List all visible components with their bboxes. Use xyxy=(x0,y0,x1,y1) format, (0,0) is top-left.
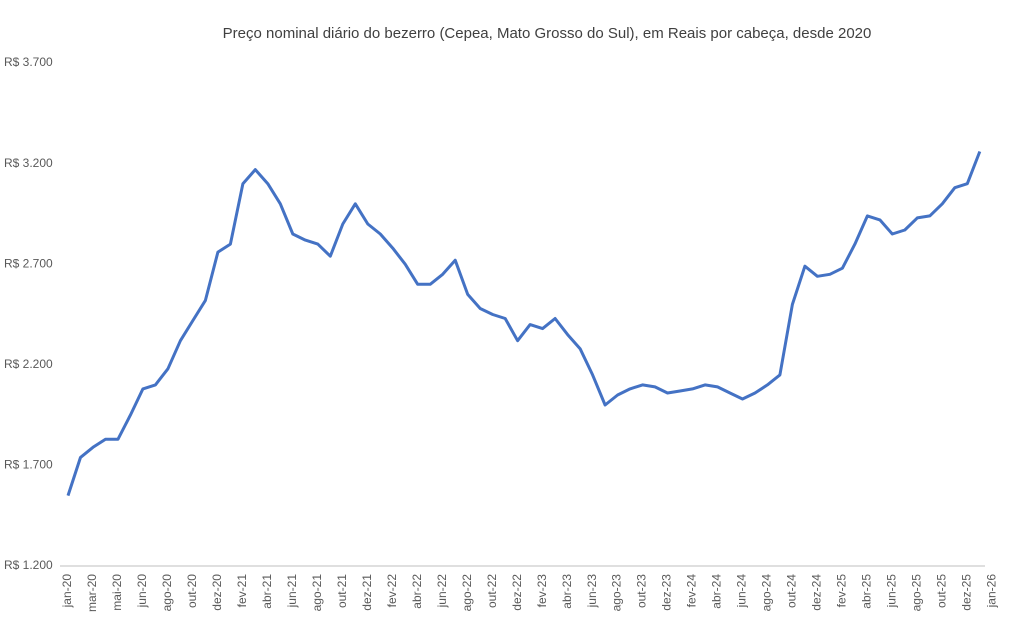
y-tick-label: R$ 3.700 xyxy=(4,55,53,69)
x-tick-label: jan-26 xyxy=(984,574,998,609)
x-tick-label: dez-25 xyxy=(959,574,973,611)
x-tick-label: fev-22 xyxy=(385,574,399,608)
x-tick-label: dez-22 xyxy=(510,574,524,611)
x-tick-label: out-22 xyxy=(485,574,499,608)
chart-title: Preço nominal diário do bezerro (Cepea, … xyxy=(223,25,872,42)
x-tick-label: abr-23 xyxy=(560,574,574,609)
x-tick-label: abr-24 xyxy=(710,574,724,609)
x-tick-label: dez-23 xyxy=(660,574,674,611)
x-tick-label: dez-20 xyxy=(210,574,224,611)
x-tick-label: abr-22 xyxy=(410,574,424,609)
x-tick-label: out-21 xyxy=(335,574,349,608)
x-tick-label: dez-24 xyxy=(810,574,824,611)
x-tick-label: abr-21 xyxy=(260,574,274,609)
x-tick-label: fev-23 xyxy=(535,574,549,608)
x-tick-label: jan-20 xyxy=(60,574,74,609)
x-tick-label: out-25 xyxy=(934,574,948,608)
x-tick-label: out-24 xyxy=(785,574,799,608)
x-tick-label: jun-21 xyxy=(285,574,299,609)
x-tick-label: ago-23 xyxy=(610,574,624,612)
x-tick-label: abr-25 xyxy=(860,574,874,609)
y-tick-label: R$ 3.200 xyxy=(4,156,53,170)
x-tick-label: jun-23 xyxy=(585,574,599,609)
y-tick-label: R$ 2.200 xyxy=(4,357,53,371)
x-tick-label: ago-20 xyxy=(160,574,174,612)
x-tick-label: fev-21 xyxy=(235,574,249,608)
x-tick-label: mar-20 xyxy=(85,574,99,612)
x-tick-label: fev-25 xyxy=(835,574,849,608)
x-tick-label: ago-25 xyxy=(909,574,923,612)
x-tick-label: out-20 xyxy=(185,574,199,608)
x-tick-label: jun-25 xyxy=(885,574,899,609)
x-tick-label: jun-20 xyxy=(135,574,149,609)
x-tick-label: jun-24 xyxy=(735,574,749,609)
x-tick-label: out-23 xyxy=(635,574,649,608)
x-tick-label: ago-22 xyxy=(460,574,474,612)
x-tick-label: dez-21 xyxy=(360,574,374,611)
y-tick-label: R$ 2.700 xyxy=(4,256,53,270)
y-tick-label: R$ 1.700 xyxy=(4,458,53,472)
x-tick-label: fev-24 xyxy=(685,574,699,608)
x-tick-label: ago-21 xyxy=(310,574,324,612)
y-tick-label: R$ 1.200 xyxy=(4,558,53,572)
x-tick-label: mai-20 xyxy=(110,574,124,611)
x-tick-label: ago-24 xyxy=(760,574,774,612)
x-tick-label: jun-22 xyxy=(435,574,449,609)
price-line xyxy=(66,150,982,497)
